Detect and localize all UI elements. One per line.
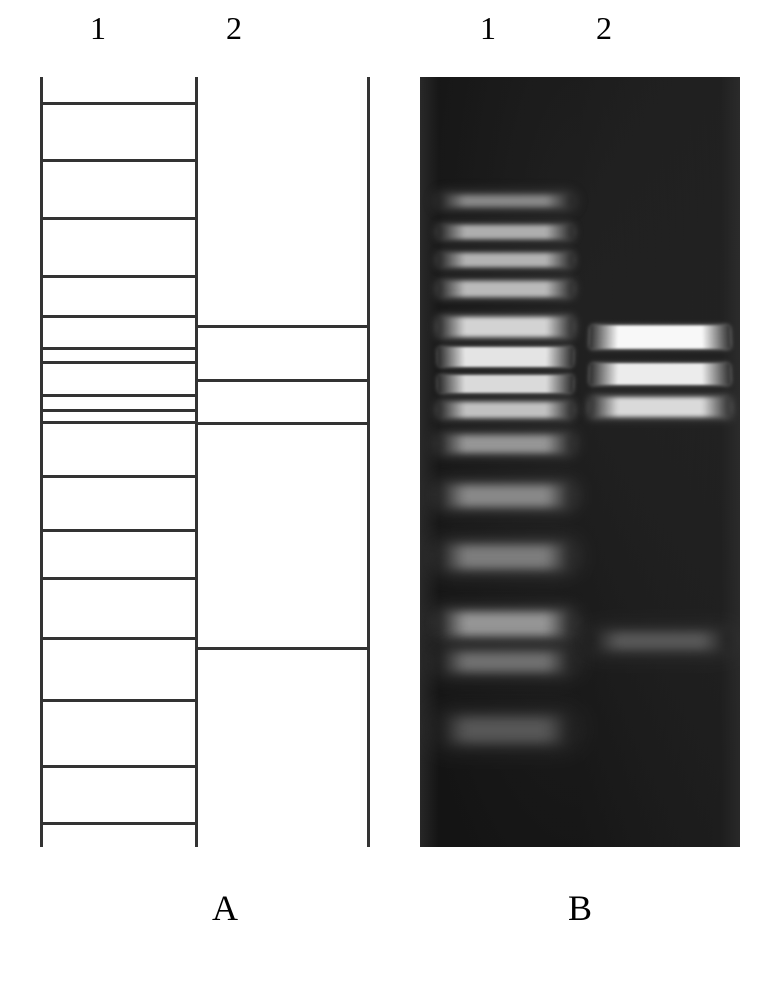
schematic-band-lane1 [40,421,195,424]
gel-band-lane1 [438,281,573,297]
schematic-vline [40,77,43,847]
schematic-band-lane1 [40,217,195,220]
schematic-band-lane1 [40,347,195,350]
panel-a: 1 2 A [40,10,370,929]
figure-container: 1 2 A 1 2 B [0,0,780,939]
gel-band-lane1 [438,347,573,367]
gel-band-lane1 [438,545,574,569]
panel-b-lane-2-label: 2 [596,10,612,47]
gel-band-lane1 [438,435,573,453]
panel-b-letter: B [420,887,740,929]
schematic-band-lane1 [40,409,195,412]
schematic-band-lane1 [40,315,195,318]
panel-b-lane-1-label: 1 [480,10,496,47]
gel-band-lane2 [590,632,730,650]
schematic-band-lane1 [40,822,195,825]
schematic-band-lane1 [40,577,195,580]
schematic-band-lane1 [40,361,195,364]
panel-b-lane-labels: 1 2 [420,10,740,47]
schematic-band-lane1 [40,475,195,478]
gel-schematic [40,77,370,847]
schematic-band-lane2 [195,379,370,382]
schematic-band-lane1 [40,394,195,397]
panel-a-lane-1-label: 1 [90,10,106,47]
gel-band-lane1 [438,402,573,418]
schematic-band-lane1 [40,159,195,162]
gel-band-lane2 [590,363,731,385]
schematic-vline [195,77,198,847]
schematic-band-lane2 [195,647,370,650]
panel-a-letter: A [40,887,370,929]
panel-a-lane-labels: 1 2 [40,10,370,47]
gel-band-lane1 [438,195,573,207]
gel-band-lane1 [438,612,574,636]
schematic-band-lane1 [40,699,195,702]
schematic-band-lane2 [195,325,370,328]
schematic-band-lane1 [40,102,195,105]
gel-band-lane1 [438,253,573,267]
schematic-vline [367,77,370,847]
gel-band-lane1 [438,225,573,239]
panel-a-lane-2-label: 2 [226,10,242,47]
gel-band-lane2 [590,325,731,348]
schematic-band-lane1 [40,637,195,640]
schematic-band-lane1 [40,275,195,278]
panel-b: 1 2 B [420,10,740,929]
schematic-band-lane2 [195,422,370,425]
gel-band-lane1 [438,375,573,393]
gel-band-lane1 [438,652,573,672]
gel-photo [420,77,740,847]
schematic-band-lane1 [40,529,195,532]
gel-band-lane2 [590,397,731,417]
schematic-band-lane1 [40,765,195,768]
gel-band-lane1 [438,485,574,507]
gel-band-lane1 [438,317,573,337]
gel-band-lane1 [438,717,574,743]
